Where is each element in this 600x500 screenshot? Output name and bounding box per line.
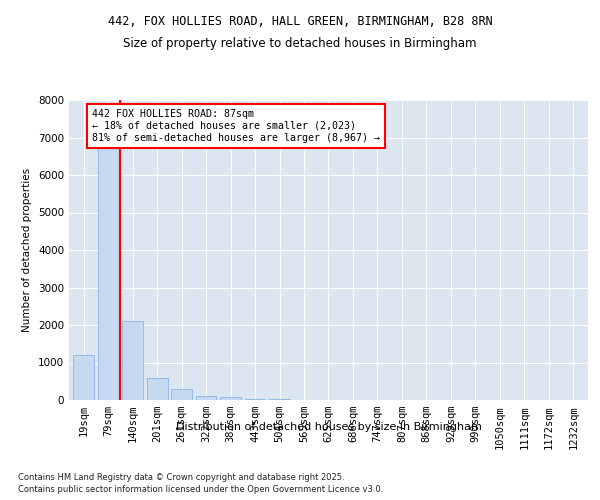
- Bar: [147, 378, 167, 400]
- Bar: [73, 355, 94, 400]
- Bar: [98, 147, 119, 400]
- Text: 442 FOX HOLLIES ROAD: 87sqm
← 18% of detached houses are smaller (2,023)
81% of : 442 FOX HOLLIES ROAD: 87sqm ← 18% of det…: [92, 110, 380, 142]
- Bar: [196, 396, 217, 400]
- Bar: [220, 396, 241, 400]
- Bar: [171, 389, 192, 400]
- Bar: [245, 398, 265, 400]
- Bar: [122, 322, 143, 400]
- Text: 442, FOX HOLLIES ROAD, HALL GREEN, BIRMINGHAM, B28 8RN: 442, FOX HOLLIES ROAD, HALL GREEN, BIRMI…: [107, 15, 493, 28]
- Text: Contains HM Land Registry data © Crown copyright and database right 2025.: Contains HM Land Registry data © Crown c…: [18, 472, 344, 482]
- Y-axis label: Number of detached properties: Number of detached properties: [22, 168, 32, 332]
- Text: Size of property relative to detached houses in Birmingham: Size of property relative to detached ho…: [123, 38, 477, 51]
- Text: Distribution of detached houses by size in Birmingham: Distribution of detached houses by size …: [176, 422, 482, 432]
- Text: Contains public sector information licensed under the Open Government Licence v3: Contains public sector information licen…: [18, 485, 383, 494]
